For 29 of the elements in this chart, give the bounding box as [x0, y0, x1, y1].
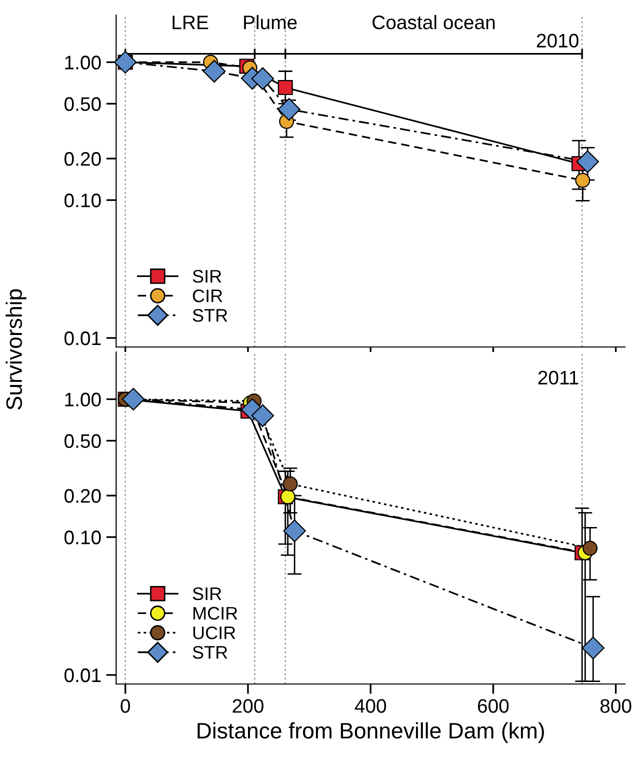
y-tick-label: 0.50: [64, 434, 101, 448]
annotation: 2011: [538, 370, 578, 385]
y-axis-title: Survivorship: [6, 289, 26, 410]
x-tick-label: 0: [120, 699, 130, 713]
annotation: Coastal ocean: [372, 15, 495, 30]
legend-label: STR: [192, 308, 228, 322]
y-tick-label: 0.50: [64, 97, 101, 111]
x-tick-label: 400: [354, 699, 386, 713]
legend-label: STR: [192, 646, 228, 659]
annotation: 2010: [536, 34, 578, 48]
annotation: LRE: [172, 16, 208, 30]
annotation: Plume: [244, 15, 297, 30]
y-tick-label: 0.10: [64, 530, 101, 544]
x-tick-label: 200: [232, 699, 264, 713]
x-tick-label: 800: [600, 699, 632, 713]
y-tick-label: 0.20: [64, 489, 101, 503]
y-tick-label: 0.20: [64, 152, 101, 166]
legend-label: SIR: [192, 270, 222, 283]
legend-label: CIR: [192, 289, 222, 302]
y-tick-label: 0.01: [64, 668, 101, 682]
y-tick-label: 1.00: [65, 392, 101, 406]
legend-label: UCIR: [193, 626, 236, 640]
y-tick-label: 1.00: [65, 56, 101, 70]
legend-label: SIR: [192, 587, 222, 600]
x-tick-label: 600: [478, 699, 509, 713]
legend-label: MCIR: [193, 606, 238, 620]
y-tick-label: 0.10: [64, 194, 101, 208]
x-axis-title: Distance from Bonneville Dam (km): [198, 722, 544, 743]
y-tick-label: 0.01: [64, 331, 101, 346]
